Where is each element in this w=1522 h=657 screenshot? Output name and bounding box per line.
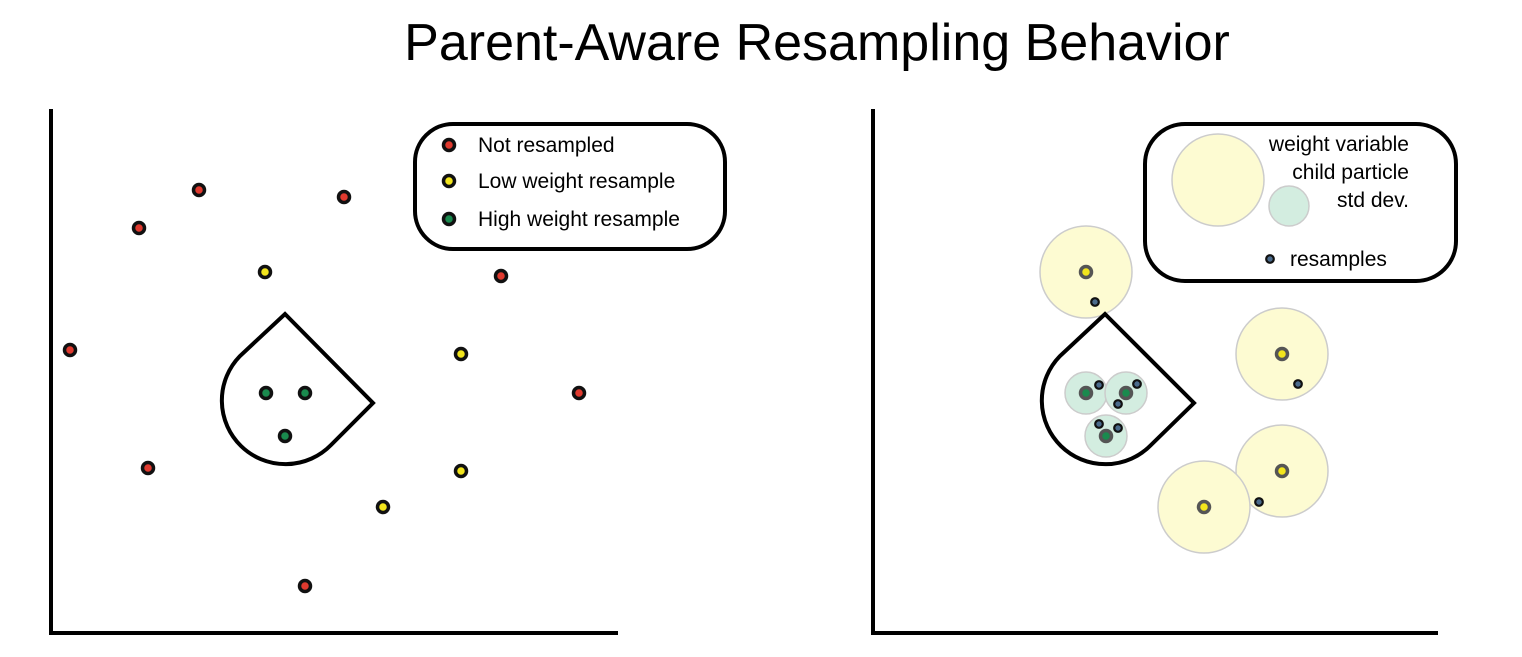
legend-label-not-resampled: Not resampled bbox=[478, 134, 615, 157]
particle-not-resampled bbox=[62, 342, 78, 358]
legend-marker-not-resampled bbox=[441, 137, 457, 153]
left-target-region bbox=[219, 311, 376, 467]
resample-dot bbox=[1254, 497, 1264, 507]
left-panel: Not resampled Low weight resample High w… bbox=[49, 109, 727, 635]
left-particles bbox=[62, 182, 587, 594]
particle-low-weight bbox=[453, 346, 469, 362]
resample-dot bbox=[1293, 379, 1303, 389]
particle-not-resampled bbox=[131, 220, 147, 236]
particle-high-weight bbox=[1098, 428, 1114, 444]
legend-marker-low-weight bbox=[441, 173, 457, 189]
legend-marker-high-weight-halo bbox=[1268, 185, 1310, 227]
particle-high-weight bbox=[1118, 385, 1134, 401]
left-legend: Not resampled Low weight resample High w… bbox=[413, 122, 727, 251]
right-target-region bbox=[1039, 311, 1197, 467]
legend-label-std-dev: std dev. bbox=[1337, 189, 1409, 212]
resample-dot bbox=[1113, 423, 1123, 433]
right-panel: weight variable child particle std dev. … bbox=[871, 109, 1458, 635]
particle-low-weight bbox=[1078, 264, 1094, 280]
particle-not-resampled bbox=[571, 385, 587, 401]
particle-low-weight bbox=[1274, 463, 1290, 479]
diagram-title: Parent-Aware Resampling Behavior bbox=[404, 14, 1230, 72]
particle-not-resampled bbox=[140, 460, 156, 476]
particle-not-resampled bbox=[191, 182, 207, 198]
particle-high-weight bbox=[258, 385, 274, 401]
resample-dot bbox=[1132, 379, 1142, 389]
particle-high-weight bbox=[297, 385, 313, 401]
particle-not-resampled bbox=[493, 268, 509, 284]
particle-high-weight bbox=[277, 428, 293, 444]
particle-high-weight bbox=[1078, 385, 1094, 401]
legend-label-high-weight: High weight resample bbox=[478, 208, 680, 231]
legend-label-resamples: resamples bbox=[1290, 248, 1387, 271]
particle-low-weight bbox=[375, 499, 391, 515]
right-axes bbox=[871, 109, 1438, 635]
right-particles bbox=[1078, 264, 1303, 515]
legend-label-child-particle: child particle bbox=[1292, 161, 1409, 184]
resample-dot bbox=[1113, 399, 1123, 409]
legend-marker-high-weight bbox=[441, 211, 457, 227]
resample-dot bbox=[1090, 297, 1100, 307]
legend-label-weight-variable: weight variable bbox=[1268, 133, 1409, 156]
particle-not-resampled bbox=[336, 189, 352, 205]
particle-low-weight bbox=[453, 463, 469, 479]
legend-label-low-weight: Low weight resample bbox=[478, 170, 675, 193]
particle-low-weight bbox=[1274, 346, 1290, 362]
left-legend-box bbox=[413, 122, 727, 251]
particle-not-resampled bbox=[297, 578, 313, 594]
right-legend: weight variable child particle std dev. … bbox=[1143, 122, 1458, 283]
particle-low-weight bbox=[257, 264, 273, 280]
left-axes bbox=[49, 109, 618, 635]
particle-low-weight bbox=[1196, 499, 1212, 515]
legend-marker-low-weight-halo bbox=[1171, 133, 1265, 227]
legend-marker-resample bbox=[1265, 254, 1275, 264]
resample-dot bbox=[1094, 380, 1104, 390]
resample-dot bbox=[1094, 419, 1104, 429]
